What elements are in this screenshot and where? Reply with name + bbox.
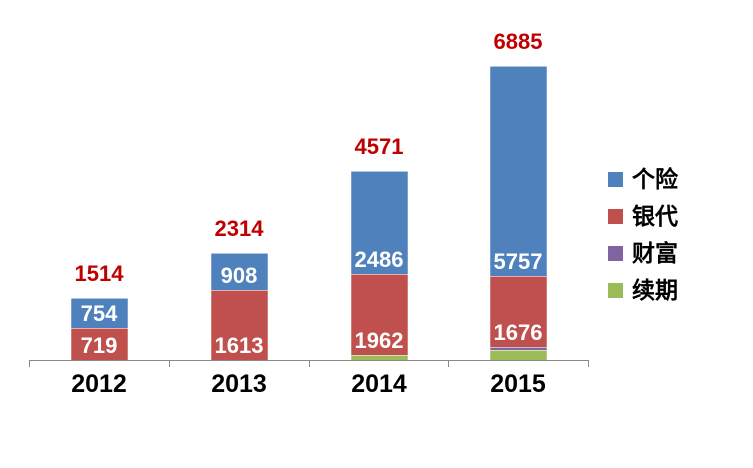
legend-swatch-icon xyxy=(608,171,623,187)
legend-item-财富: 财富 xyxy=(608,241,678,265)
bar-2014: 2486 1962 xyxy=(350,171,408,360)
bar-segment-2015-续期 xyxy=(489,350,547,360)
legend-label: 财富 xyxy=(632,239,678,266)
x-axis-tick xyxy=(169,360,170,367)
legend-item-个险: 个险 xyxy=(608,167,678,191)
legend-item-续期: 续期 xyxy=(608,278,678,302)
legend-swatch-icon xyxy=(608,208,623,224)
segment-value-label: 1613 xyxy=(214,333,264,358)
legend-label: 个险 xyxy=(632,165,678,192)
bar-total-label: 2314 xyxy=(214,216,264,241)
bar-segment-2012-个险: 754 xyxy=(70,298,128,328)
bar-2013: 908 1613 xyxy=(210,253,268,360)
legend: 个险 银代 财富 续期 xyxy=(608,167,678,315)
segment-value-label: 908 xyxy=(220,263,258,288)
legend-label: 续期 xyxy=(632,276,678,303)
segment-value-label: 1676 xyxy=(493,320,543,345)
x-axis-category-label: 2013 xyxy=(211,370,267,398)
x-axis-tick xyxy=(309,360,310,367)
segment-value-label: 754 xyxy=(80,301,118,326)
bar-segment-2013-银代: 1613 xyxy=(210,290,268,360)
legend-label: 银代 xyxy=(632,202,678,229)
segment-value-label: 2486 xyxy=(354,247,404,272)
legend-swatch-icon xyxy=(608,282,623,298)
x-axis-category-label: 2015 xyxy=(490,370,546,398)
bar-segment-2014-银代: 1962 xyxy=(350,274,408,355)
x-axis-category-label: 2014 xyxy=(351,370,407,398)
segment-value-label: 1962 xyxy=(354,328,404,353)
bar-total-label: 4571 xyxy=(354,134,404,159)
bar-total-label: 1514 xyxy=(74,261,124,286)
x-axis-tick xyxy=(448,360,449,367)
legend-item-银代: 银代 xyxy=(608,204,678,228)
bar-segment-2014-个险: 2486 xyxy=(350,171,408,274)
segment-value-label: 5757 xyxy=(493,249,543,274)
bar-segment-2015-财富 xyxy=(489,347,547,350)
bar-segment-2015-银代: 1676 xyxy=(489,276,547,347)
bar-2015: 5757 1676 xyxy=(489,66,547,360)
x-axis-tick xyxy=(29,360,30,367)
bar-segment-2013-个险: 908 xyxy=(210,253,268,290)
x-axis-category-label: 2012 xyxy=(71,370,127,398)
bar-segment-2014-续期 xyxy=(350,355,408,360)
x-axis-tick xyxy=(588,360,589,367)
bar-segment-2015-个险: 5757 xyxy=(489,66,547,276)
bar-total-label: 6885 xyxy=(493,29,543,54)
bar-2012: 754 719 xyxy=(70,298,128,360)
legend-swatch-icon xyxy=(608,245,623,261)
segment-value-label: 719 xyxy=(80,333,118,358)
bar-segment-2012-银代: 719 xyxy=(70,328,128,360)
